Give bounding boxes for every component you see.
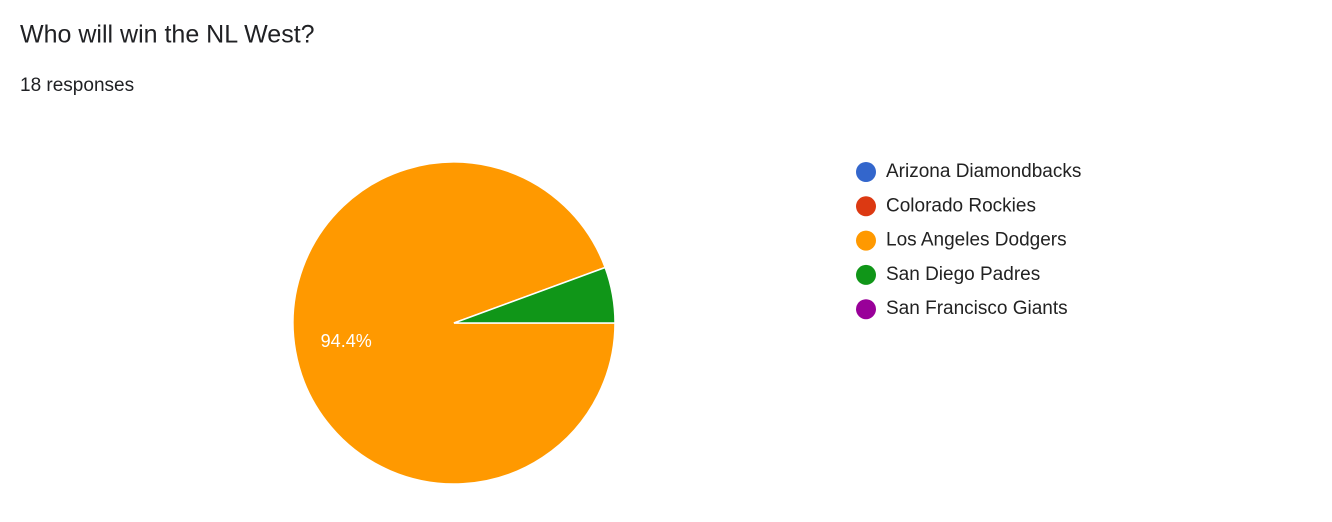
value-label: 94.4% (321, 331, 372, 351)
legend-label: San Diego Padres (886, 264, 1040, 285)
pie-slice (453, 266, 616, 324)
legend-label: Colorado Rockies (886, 195, 1036, 216)
legend-marker (856, 196, 876, 217)
legend-label: Arizona Diamondbacks (886, 161, 1081, 182)
legend-marker (856, 230, 876, 251)
legend-marker (856, 162, 876, 182)
legend-label: Los Angeles Dodgers (886, 230, 1067, 251)
legend-label: San Francisco Giants (886, 298, 1068, 319)
chart-title: Who will win the NL West? (20, 21, 315, 49)
legend-marker (856, 299, 876, 320)
legend-marker (856, 264, 876, 285)
chart-subtitle: 18 responses (20, 75, 134, 96)
